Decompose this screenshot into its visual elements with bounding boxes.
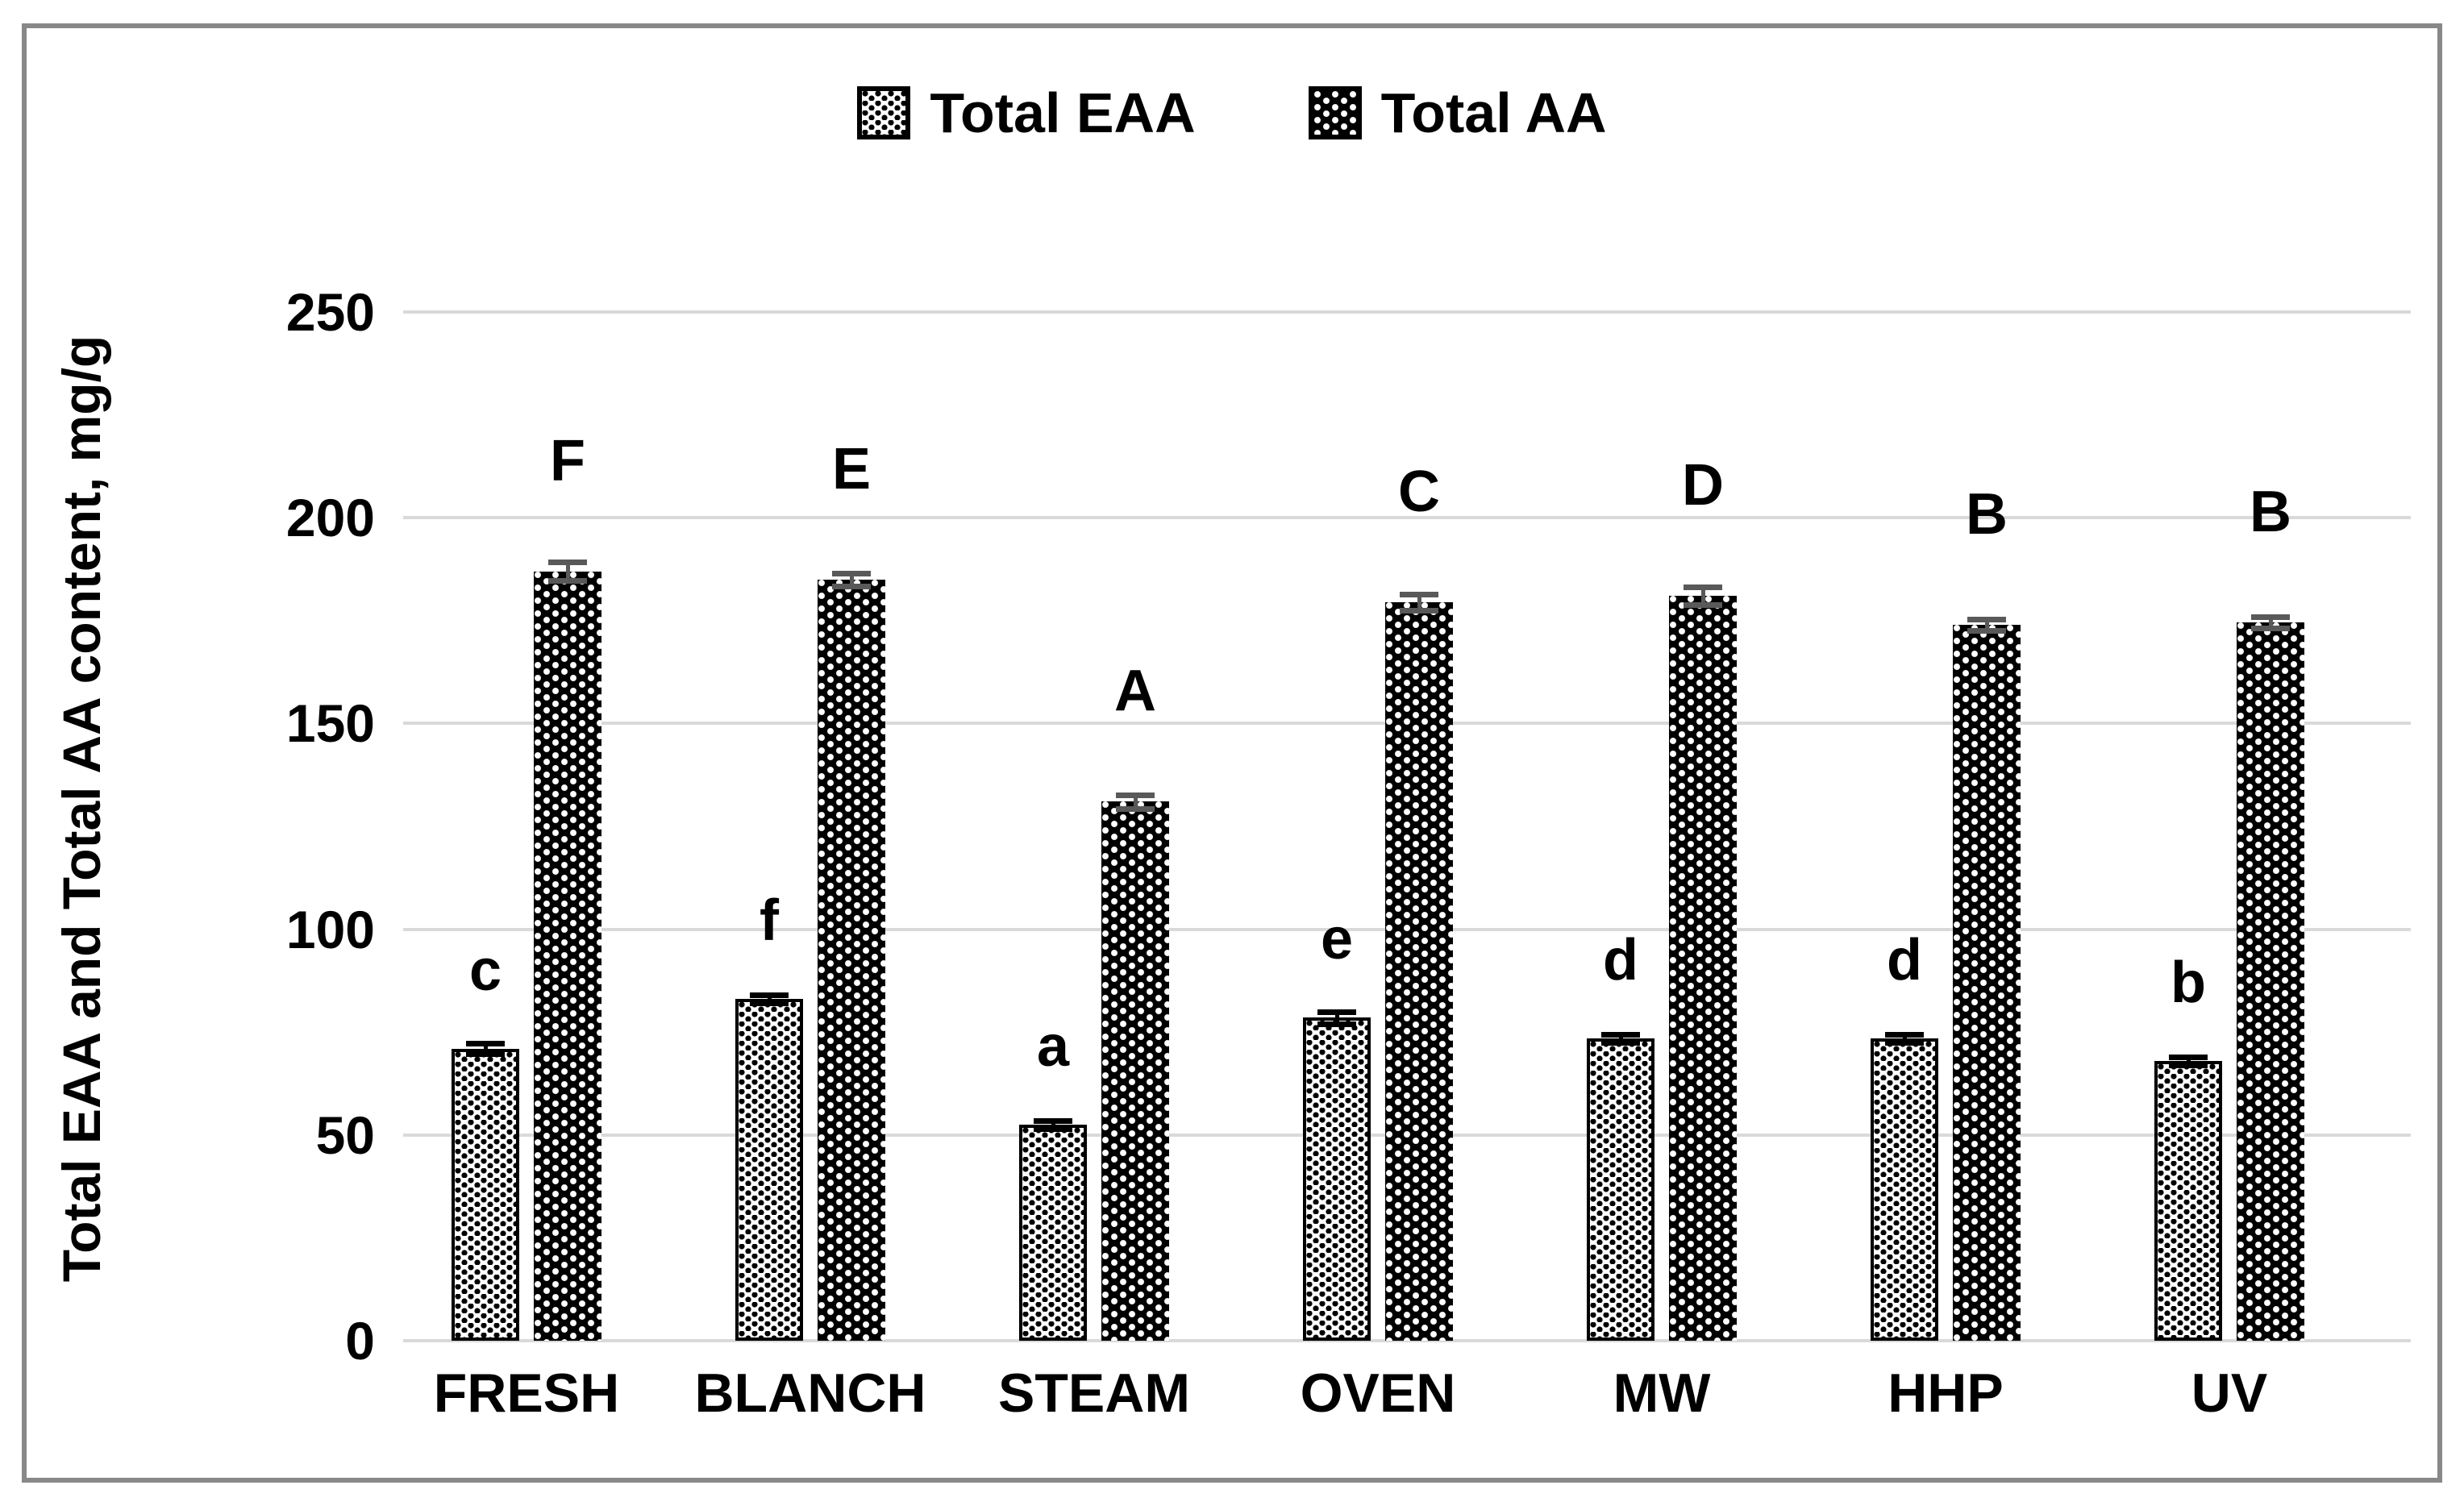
error-bar-uv (2186, 1056, 2191, 1066)
error-bar-oven (1417, 593, 1421, 611)
error-bar-cap-bottom (2169, 1063, 2208, 1069)
error-bar-hhp (1984, 619, 1989, 630)
bar-total-eaa-mw (1587, 1038, 1654, 1341)
error-bar-cap-bottom (1400, 608, 1438, 614)
legend-swatch-total-eaa-icon (857, 86, 911, 139)
error-bar-cap-top (1116, 792, 1155, 798)
error-bar-mw (1618, 1034, 1623, 1042)
y-axis-title: Total EAA and Total AA content, mg/g (52, 335, 111, 1283)
bar-total-aa-hhp (1953, 624, 2021, 1341)
legend-swatch-total-aa-icon (1308, 86, 1362, 139)
error-bar-uv (2268, 617, 2273, 629)
legend-label-total-aa: Total AA (1380, 81, 1607, 144)
error-bar-cap-top (2169, 1054, 2208, 1060)
y-tick-label-150: 150 (285, 693, 375, 754)
x-axis-label-fresh: FRESH (433, 1362, 620, 1424)
error-bar-steam (1133, 794, 1138, 809)
x-axis-label-steam: STEAM (998, 1362, 1190, 1424)
error-bar-cap-bottom (1885, 1039, 1924, 1046)
error-bar-cap-bottom (1967, 627, 2006, 634)
legend-item-total-eaa: Total EAA (857, 81, 1196, 145)
bar-total-aa-uv (2237, 622, 2304, 1341)
error-bar-cap-top (1885, 1031, 1924, 1038)
error-bar-oven (1334, 1011, 1339, 1024)
error-bar-fresh (483, 1043, 488, 1054)
error-bar-cap-bottom (1317, 1021, 1356, 1027)
error-bar-blanch (767, 995, 772, 1004)
sig-letter-eaa-mw: d (1603, 927, 1638, 992)
gridline-y-0 (403, 1339, 2411, 1342)
sig-letter-eaa-steam: a (1036, 1014, 1070, 1080)
error-bar-cap-top (466, 1041, 505, 1047)
error-bar-cap-top (1601, 1031, 1640, 1038)
bar-total-aa-mw (1669, 596, 1737, 1341)
error-bar-cap-bottom (1684, 602, 1722, 609)
figure-border (22, 23, 2442, 1483)
y-tick-label-0: 0 (345, 1311, 375, 1371)
error-bar-cap-top (2251, 614, 2290, 621)
bar-total-eaa-hhp (1871, 1038, 1938, 1341)
x-axis-label-blanch: BLANCH (694, 1362, 926, 1424)
legend-item-total-aa: Total AA (1308, 81, 1607, 145)
y-tick-label-250: 250 (285, 282, 375, 342)
gridline-y-200 (403, 516, 2411, 520)
error-bar-cap-bottom (1601, 1039, 1640, 1046)
legend-label-total-eaa: Total EAA (930, 81, 1196, 144)
error-bar-cap-bottom (548, 578, 587, 585)
sig-letter-aa-mw: D (1682, 453, 1724, 518)
y-tick-label-50: 50 (315, 1105, 375, 1165)
sig-letter-eaa-uv: b (2171, 950, 2206, 1015)
sig-letter-aa-oven: C (1398, 459, 1440, 524)
error-bar-cap-top (1317, 1009, 1356, 1015)
bar-total-aa-oven (1385, 601, 1453, 1341)
y-tick-label-200: 200 (285, 488, 375, 548)
gridline-y-250 (403, 310, 2411, 314)
sig-letter-eaa-hhp: d (1887, 927, 1922, 992)
error-bar-hhp (1902, 1034, 1907, 1042)
error-bar-cap-top (548, 559, 587, 565)
x-axis-label-uv: UV (2191, 1362, 2268, 1424)
error-bar-cap-bottom (2251, 626, 2290, 632)
bar-total-eaa-fresh (452, 1048, 519, 1341)
sig-letter-eaa-fresh: c (468, 938, 502, 1003)
error-bar-cap-bottom (466, 1050, 505, 1057)
error-bar-cap-top (832, 570, 871, 576)
bar-total-eaa-blanch (735, 999, 803, 1341)
sig-letter-eaa-blanch: f (760, 888, 779, 954)
bar-total-aa-fresh (534, 571, 601, 1341)
sig-letter-aa-hhp: B (1966, 481, 2008, 547)
error-bar-cap-bottom (1034, 1126, 1072, 1133)
error-bar-cap-bottom (832, 583, 871, 589)
error-bar-cap-top (750, 992, 789, 999)
y-tick-label-100: 100 (285, 899, 375, 959)
chart-legend: Total EAA Total AA (0, 81, 2464, 145)
error-bar-cap-top (1967, 617, 2006, 623)
sig-letter-aa-fresh: F (550, 428, 585, 493)
x-axis-label-oven: OVEN (1300, 1362, 1456, 1424)
error-bar-blanch (849, 572, 854, 586)
sig-letter-aa-uv: B (2250, 480, 2291, 545)
bar-total-eaa-steam (1019, 1125, 1087, 1341)
error-bar-fresh (565, 561, 570, 581)
x-axis-label-mw: MW (1613, 1362, 1711, 1424)
error-bar-cap-bottom (1116, 806, 1155, 813)
error-bar-cap-top (1684, 584, 1722, 590)
bar-total-eaa-oven (1303, 1017, 1371, 1341)
error-bar-cap-top (1400, 591, 1438, 597)
error-bar-mw (1700, 586, 1705, 605)
error-bar-cap-top (1034, 1117, 1072, 1124)
error-bar-steam (1051, 1120, 1055, 1130)
bar-total-aa-blanch (818, 579, 885, 1341)
bar-total-aa-steam (1101, 801, 1169, 1341)
sig-letter-aa-blanch: E (831, 436, 872, 501)
bar-total-eaa-uv (2154, 1060, 2222, 1341)
error-bar-cap-bottom (750, 1001, 789, 1007)
sig-letter-aa-steam: A (1114, 659, 1156, 724)
sig-letter-eaa-oven: e (1320, 907, 1354, 972)
x-axis-label-hhp: HHP (1888, 1362, 2004, 1424)
